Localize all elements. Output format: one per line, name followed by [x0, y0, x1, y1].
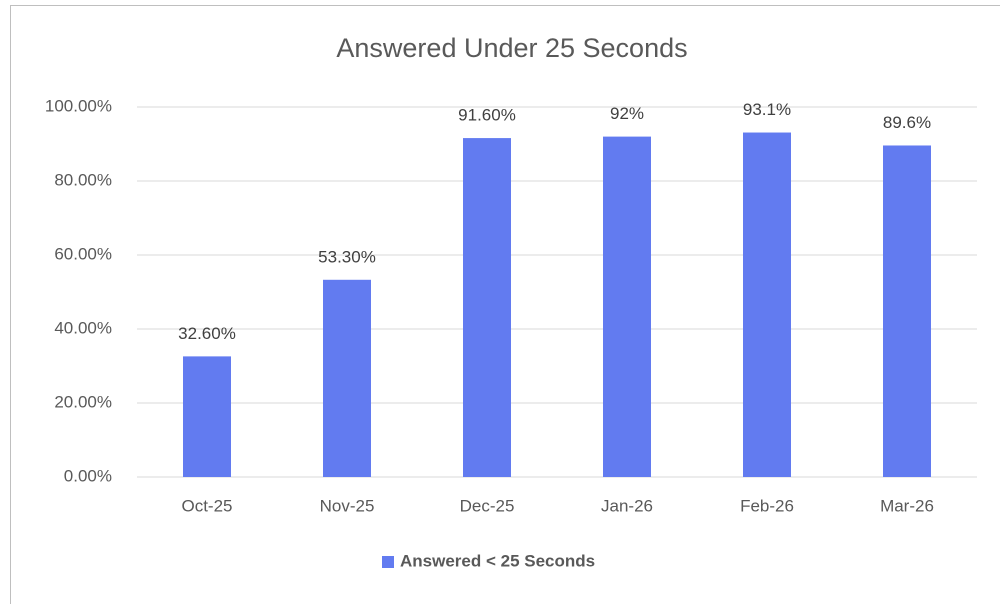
bar: [603, 136, 651, 477]
data-label: 89.6%: [883, 113, 931, 132]
x-tick-label: Nov-25: [320, 496, 375, 515]
data-label: 91.60%: [458, 106, 516, 125]
data-label: 92%: [610, 104, 644, 123]
y-tick-label: 100.00%: [45, 96, 112, 115]
bar: [743, 132, 791, 477]
x-tick-label: Jan-26: [601, 496, 653, 515]
y-tick-label: 60.00%: [54, 244, 112, 263]
x-tick-label: Mar-26: [880, 496, 934, 515]
x-tick-label: Feb-26: [740, 496, 794, 515]
x-tick-label: Oct-25: [181, 496, 232, 515]
y-tick-label: 0.00%: [64, 466, 112, 485]
bar: [463, 138, 511, 477]
y-tick-label: 80.00%: [54, 170, 112, 189]
legend-label: Answered < 25 Seconds: [400, 551, 595, 570]
legend-swatch: [382, 556, 394, 568]
data-label: 53.30%: [318, 247, 376, 266]
bar: [883, 145, 931, 478]
data-label: 93.1%: [743, 100, 791, 119]
y-tick-label: 40.00%: [54, 318, 112, 337]
y-tick-label: 20.00%: [54, 392, 112, 411]
chart-title: Answered Under 25 Seconds: [336, 33, 687, 63]
bar: [183, 356, 231, 477]
bar: [323, 279, 371, 477]
x-tick-label: Dec-25: [460, 496, 515, 515]
data-label: 32.60%: [178, 324, 236, 343]
